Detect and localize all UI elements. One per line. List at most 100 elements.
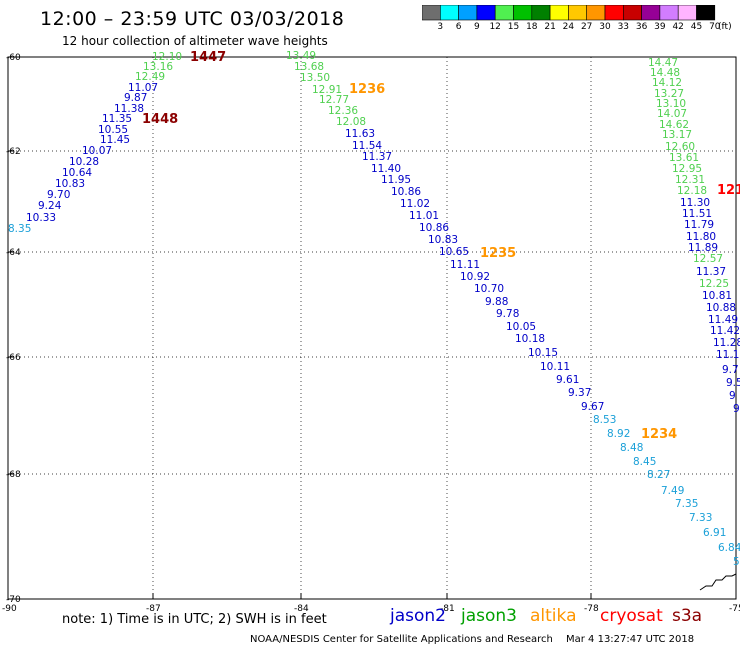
page-title: 12:00 – 23:59 UTC 03/03/2018 xyxy=(40,8,345,30)
wave-height-value: 11.1 xyxy=(716,349,739,361)
wave-height-value: 7.35 xyxy=(675,498,698,510)
wave-height-value: 7.49 xyxy=(661,485,684,497)
colorbar-tick-label: 9 xyxy=(474,22,480,32)
colorbar-tick-label: 33 xyxy=(617,22,630,32)
latitude-label: -62 xyxy=(6,147,21,157)
wave-height-value: 13.17 xyxy=(662,129,692,141)
wave-height-value: 10.83 xyxy=(428,234,458,246)
legend-item-s3a: s3a xyxy=(672,606,703,626)
latitude-label: -66 xyxy=(6,353,21,363)
wave-height-value: 9.61 xyxy=(556,374,579,386)
legend-item-cryosat: cryosat xyxy=(600,606,663,626)
wave-height-value: 11.79 xyxy=(684,219,714,231)
wave-height-value: 13.61 xyxy=(669,152,699,164)
colorbar-tick-label: 6 xyxy=(455,22,462,32)
wave-height-value: 10.33 xyxy=(26,212,56,224)
colorbar-tick-label: 70 xyxy=(709,22,721,32)
color-scale-bar xyxy=(422,5,716,21)
legend-item-altika: altika xyxy=(530,606,577,626)
map-frame xyxy=(7,56,737,600)
longitude-label: -75 xyxy=(729,604,740,614)
wave-height-value: 8.53 xyxy=(593,414,616,426)
wave-height-value: 14.48 xyxy=(650,67,680,79)
latitude-label: -68 xyxy=(6,470,21,480)
coastline xyxy=(699,573,737,591)
wave-height-value: 12.31 xyxy=(675,174,705,186)
wave-height-value: 12.95 xyxy=(672,163,702,175)
wave-height-value: 12.36 xyxy=(328,105,358,117)
wave-height-value: 10.05 xyxy=(506,321,536,333)
wave-height-value: 13.49 xyxy=(286,50,316,62)
wave-height-value: 9.5 xyxy=(726,377,740,389)
wave-height-value: 12.60 xyxy=(665,141,695,153)
wave-height-value: 12.77 xyxy=(319,94,349,106)
wave-height-value: 8.35 xyxy=(8,223,31,235)
legend-item-jason3: jason3 xyxy=(461,606,517,626)
wave-height-value: 12.57 xyxy=(693,253,723,265)
wave-height-value: 8.27 xyxy=(647,469,670,481)
wave-height-value: 11.30 xyxy=(680,197,710,209)
wave-height-value: 11.28 xyxy=(713,337,740,349)
wave-height-value: 5 xyxy=(733,556,740,568)
track-time-label: 1236 xyxy=(349,82,385,97)
wave-height-value: 12.10 xyxy=(152,51,182,63)
track-time-label: 1448 xyxy=(142,112,178,127)
wave-height-value: 10.11 xyxy=(540,361,570,373)
coastline-path xyxy=(699,573,737,591)
wave-height-value: 14.12 xyxy=(652,77,682,89)
longitude-label: -87 xyxy=(146,604,161,614)
wave-height-value: 13.16 xyxy=(143,61,173,73)
wave-height-value: 11.42 xyxy=(710,325,740,337)
colorbar-swatch xyxy=(696,5,716,21)
wave-height-value: 6.84 xyxy=(718,542,740,554)
color-scale-ticks: 3 6 9 12 15 18 21 24 27 30 33 36 39 42 45 70 (ft) xyxy=(422,22,740,34)
wave-height-value: 11.11 xyxy=(450,259,480,271)
wave-height-value: 11.89 xyxy=(688,242,718,254)
wave-height-value: 10.55 xyxy=(98,124,128,136)
longitude-label: -81 xyxy=(440,604,455,614)
wave-height-value: 13.27 xyxy=(654,88,684,100)
colorbar-tick-label: 18 xyxy=(526,22,538,32)
wave-height-value: 9.24 xyxy=(38,200,62,212)
wave-height-value: 11.63 xyxy=(345,128,375,140)
wave-height-value: 10.28 xyxy=(69,156,99,168)
wave-height-value: 10.70 xyxy=(474,283,504,295)
colorbar-tick-label: 21 xyxy=(544,22,556,32)
wave-height-value: 13.50 xyxy=(300,72,330,84)
wave-height-value: 12.91 xyxy=(312,84,342,96)
altimeter-tracks: 8.3510.339.249.7010.8310.6410.2810.0711.… xyxy=(8,50,740,568)
wave-height-value: 10.18 xyxy=(515,333,545,345)
longitude-label: -84 xyxy=(294,604,309,614)
wave-height-value: 7.33 xyxy=(689,512,712,524)
colorbar-tick-label: 39 xyxy=(654,22,666,32)
wave-height-value: 11.07 xyxy=(128,82,158,94)
wave-height-value: 11.38 xyxy=(114,103,144,115)
wave-height-value: 14.07 xyxy=(657,108,687,120)
wave-height-value: 13.68 xyxy=(294,61,324,73)
wave-height-value: 9.87 xyxy=(124,92,147,104)
track-time-label: 1234 xyxy=(641,427,677,442)
wave-height-value: 11.35 xyxy=(102,113,132,125)
colorbar-tick-label: 36 xyxy=(635,22,648,32)
track-time-label: 1235 xyxy=(480,246,516,261)
colorbar-tick-label: 3 xyxy=(437,22,444,32)
wave-height-value: 10.64 xyxy=(62,167,92,179)
wave-height-value: 10.86 xyxy=(391,186,421,198)
wave-height-value: 11.51 xyxy=(682,208,712,220)
wave-height-value: 9 xyxy=(733,403,740,415)
latitude-label: -70 xyxy=(6,595,21,605)
wave-height-value: 11.02 xyxy=(400,198,430,210)
wave-height-value: 10.92 xyxy=(460,271,490,283)
wave-height-value: 10.86 xyxy=(419,222,449,234)
timestamp-text: Mar 4 13:27:47 UTC 2018 xyxy=(566,634,695,645)
longitude-label: -78 xyxy=(584,604,599,614)
map-grid: -60 -62 -64 -66 -68 -70-90 -87 -84 -81 -78 -75 xyxy=(2,53,740,614)
wave-height-value: 11.49 xyxy=(708,314,738,326)
wave-height-value: 9.67 xyxy=(581,401,604,413)
wave-height-value: 10.83 xyxy=(55,178,85,190)
wave-height-value: 9 xyxy=(729,390,736,402)
colorbar-tick-label: 42 xyxy=(672,22,684,32)
wave-height-value: 11.01 xyxy=(409,210,439,222)
colorbar-tick-label: 30 xyxy=(599,22,611,32)
wave-height-value: 9.7 xyxy=(722,364,739,376)
